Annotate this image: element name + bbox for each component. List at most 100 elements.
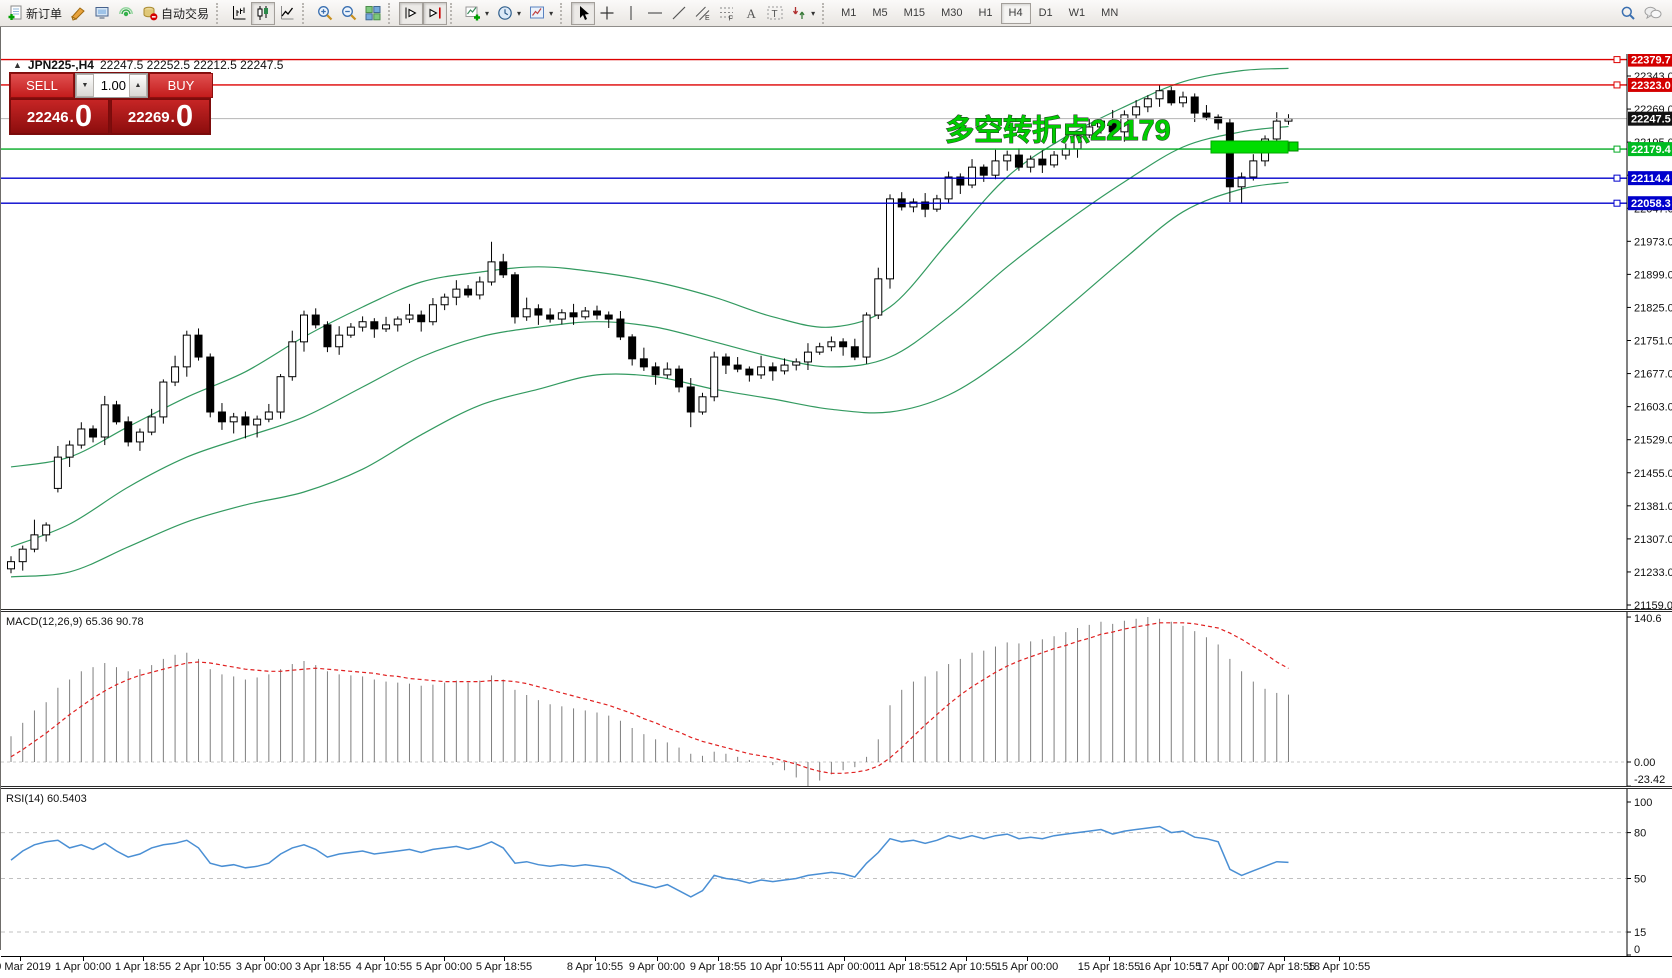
line-handle[interactable] (1613, 81, 1621, 89)
templates-dropdown[interactable]: ▾ (525, 2, 557, 25)
bearish-candle (733, 364, 742, 370)
zoom-out-icon (341, 5, 357, 21)
main-chart-pane[interactable]: 多空转折点2217922343.022269.022195.022121.022… (1, 54, 1672, 610)
styler-button[interactable] (66, 2, 90, 25)
timeframe-m5-button[interactable]: M5 (872, 7, 888, 19)
candlestick-chart-button[interactable] (251, 1, 276, 25)
time-axis-label: 11 Apr 18:55 (874, 961, 936, 973)
timeframe-mn-button[interactable]: MN (1101, 7, 1119, 19)
volume-increase-button[interactable]: ▲ (129, 74, 147, 97)
equidistant-channel-button[interactable]: E (691, 2, 715, 25)
terminal-button[interactable] (90, 2, 114, 25)
chat-button[interactable] (1640, 1, 1666, 24)
timeframe-m15-button[interactable]: M15 (903, 7, 926, 19)
rsi-pane[interactable]: 100 80 50 15 0 (1, 789, 1672, 956)
tile-windows-button[interactable] (361, 2, 385, 25)
highlight-zone-handle[interactable] (1288, 141, 1299, 152)
price-axis-tick-label: 21973.0 (1634, 236, 1672, 248)
line-handle[interactable] (1613, 145, 1621, 153)
chart-annotation-text[interactable]: 多空转折点22179 (945, 113, 1172, 148)
horizontal-line-button[interactable] (643, 2, 667, 25)
time-axis-label: 17 Apr 18:55 (1252, 961, 1316, 973)
bearish-candle (593, 310, 601, 316)
price-axis-tick-label: 21825.0 (1634, 302, 1672, 314)
pane-splitter[interactable] (1, 609, 1672, 612)
timeframe-m30-button[interactable]: M30 (941, 7, 963, 19)
bullish-candle (30, 534, 39, 550)
bullish-candle (7, 561, 15, 570)
bullish-candle (968, 166, 977, 186)
time-axis-label: 12 Apr 10:55 (934, 961, 998, 973)
sell-price-display[interactable]: 22246. 0 (10, 99, 109, 134)
timeframe-h4-button[interactable]: H4 (1000, 2, 1031, 24)
timeframe-m1-button[interactable]: M1 (841, 7, 857, 19)
price-axis-tick-label: 21529.0 (1634, 435, 1672, 447)
bearish-candle (1214, 116, 1223, 124)
buy-price-dot: . (170, 109, 175, 126)
bearish-candle (768, 366, 777, 372)
bullish-candle (159, 381, 168, 418)
bearish-candle (1167, 90, 1176, 104)
text-label-button[interactable]: T (763, 2, 787, 25)
signals-button[interactable] (114, 2, 138, 25)
timeframe-d1-button[interactable]: D1 (1038, 7, 1053, 19)
toolbar-right-group (1616, 1, 1666, 24)
buy-price-display[interactable]: 22269. 0 (111, 99, 210, 134)
fibonacci-button[interactable]: F (715, 2, 739, 25)
auto-scroll-button[interactable] (399, 1, 424, 25)
line-handle[interactable] (1613, 199, 1621, 207)
bullish-candle (147, 416, 156, 433)
crosshair-button[interactable] (595, 2, 619, 25)
bullish-candle (1050, 154, 1059, 166)
line-chart-icon (279, 5, 295, 21)
timeframe-h1-button[interactable]: H1 (978, 7, 993, 19)
line-handle[interactable] (1613, 56, 1621, 64)
highlight-zone-box[interactable] (1210, 140, 1289, 154)
one-click-trading-panel: SELL ▼ ▲ BUY 22246.0 22269.0 (9, 72, 213, 135)
zoom-in-button[interactable] (313, 2, 337, 25)
zoom-out-button[interactable] (337, 2, 361, 25)
signal-icon (118, 5, 134, 21)
cursor-button[interactable] (571, 1, 596, 25)
trendline-button[interactable] (667, 2, 691, 25)
line-chart-button[interactable] (275, 2, 299, 25)
macd-pane[interactable]: 140.6 0.00 -23.42 (1, 612, 1672, 787)
volume-decrease-button[interactable]: ▼ (76, 74, 94, 97)
arrows-icon (791, 5, 807, 21)
bullish-candle (264, 411, 273, 420)
pane-splitter[interactable] (1, 786, 1672, 789)
autotrading-button-label: 自动交易 (161, 6, 210, 21)
autotrading-button[interactable]: 自动交易 (138, 2, 213, 25)
bullish-candle (862, 314, 871, 358)
chart-shift-button[interactable] (423, 1, 448, 25)
buy-button[interactable]: BUY (149, 73, 213, 98)
bullish-candle (1155, 90, 1164, 100)
channel-icon: E (695, 5, 711, 21)
bearish-candle (464, 288, 473, 296)
volume-input[interactable] (94, 74, 129, 97)
bullish-candle (1085, 126, 1094, 136)
bar-chart-icon (231, 5, 247, 21)
line-handle[interactable] (1613, 174, 1621, 182)
search-button[interactable] (1616, 1, 1640, 24)
vertical-line-button[interactable] (619, 2, 643, 25)
arrows-dropdown[interactable]: ▾ (787, 2, 819, 25)
new-order-button[interactable]: 新订单 (3, 2, 66, 25)
indicators-dropdown[interactable]: ▾ (461, 2, 493, 25)
time-axis-label: 9 Apr 18:55 (689, 961, 747, 973)
bullish-candle (300, 314, 308, 343)
hline-icon (647, 5, 663, 21)
periods-dropdown[interactable]: ▾ (493, 2, 525, 25)
text-button[interactable]: A (739, 2, 763, 25)
bar-chart-button[interactable] (227, 2, 251, 25)
level-price-tag (1628, 142, 1672, 157)
bearish-candle (628, 336, 637, 360)
bullish-candle (276, 376, 285, 413)
svg-text:F: F (729, 16, 733, 22)
sell-button[interactable]: SELL (10, 73, 74, 98)
bullish-candle (1120, 114, 1129, 133)
bullish-candle (1249, 160, 1258, 178)
timeframe-w1-button[interactable]: W1 (1068, 7, 1086, 19)
candles-icon (255, 5, 271, 21)
